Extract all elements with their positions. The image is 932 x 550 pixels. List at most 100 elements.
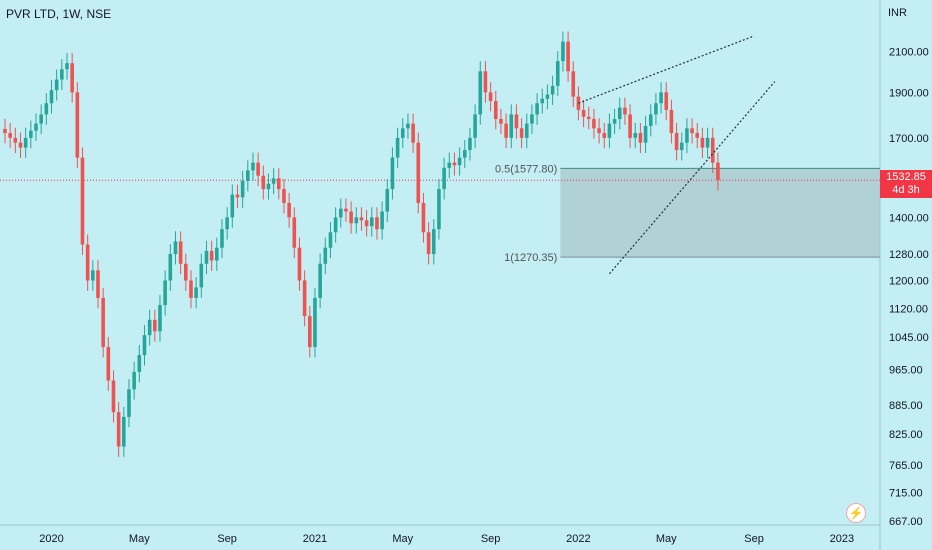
candle-body [648, 114, 653, 126]
candle-body [690, 128, 694, 134]
candle-body [194, 287, 198, 298]
candle [545, 84, 550, 110]
candle-body [369, 217, 374, 227]
x-tick-label: Sep [744, 533, 764, 545]
candle [328, 222, 333, 259]
candle [251, 152, 255, 181]
candle [246, 160, 250, 192]
candle [586, 106, 591, 130]
candle [406, 113, 410, 139]
candle [431, 219, 436, 265]
candle [561, 31, 565, 72]
candle [49, 80, 54, 114]
candle-body [545, 94, 550, 99]
candle-body [127, 389, 131, 417]
candle [153, 309, 157, 342]
x-tick-label: May [392, 533, 413, 545]
candle [349, 201, 353, 234]
candle-body [220, 229, 224, 248]
candle [581, 99, 586, 128]
candle [669, 99, 674, 144]
candle [204, 240, 209, 275]
x-tick-label: Sep [481, 533, 501, 545]
candle-body [571, 71, 576, 97]
candle-body [189, 280, 193, 298]
candle-body [85, 244, 90, 281]
candle [184, 253, 188, 291]
candle-body [287, 202, 291, 218]
candle-body [18, 142, 23, 148]
price-axis-panel [880, 0, 932, 550]
candle-body [643, 125, 648, 143]
y-tick-label: 1400.00 [889, 212, 929, 224]
candle-body [142, 335, 147, 356]
candle [555, 51, 560, 97]
candle [70, 53, 74, 103]
candle-body [60, 69, 64, 80]
candle [39, 104, 43, 135]
candle-body [349, 211, 353, 224]
candle [132, 361, 136, 400]
candle-body [426, 232, 431, 255]
candle [266, 173, 271, 200]
candle [282, 178, 286, 214]
candle-body [623, 107, 627, 115]
candle-body [447, 162, 452, 168]
candle-body [230, 194, 235, 218]
y-tick-label: 965.00 [889, 365, 923, 377]
candle-body [462, 150, 467, 158]
y-tick-label: 885.00 [889, 400, 923, 412]
candle [256, 152, 260, 187]
candle [488, 82, 493, 112]
y-tick-label: 1045.00 [889, 332, 929, 344]
candle [700, 127, 705, 158]
candle [571, 61, 576, 108]
candle-body [530, 114, 534, 124]
candle [607, 113, 612, 149]
candle [178, 231, 183, 275]
tradingview-logo-icon[interactable]: ⚡ [846, 503, 866, 523]
candle-body [499, 119, 503, 124]
candle [225, 207, 229, 240]
candle [535, 93, 539, 125]
candle-body [338, 208, 343, 218]
candle-body [39, 114, 43, 124]
candle [597, 118, 601, 144]
candle [199, 253, 204, 298]
candle-body [566, 41, 570, 72]
y-tick-label: 2100.00 [889, 46, 929, 58]
candle-body [173, 241, 178, 255]
candle [437, 178, 441, 240]
candle-body [581, 109, 586, 117]
candle-body [178, 241, 183, 264]
y-tick-label: 765.00 [889, 460, 923, 472]
candle [478, 61, 483, 125]
candle [215, 237, 219, 271]
candle-body [54, 79, 59, 91]
candle-body [607, 123, 612, 138]
candle [297, 237, 302, 291]
candle-body [215, 247, 219, 261]
candle [566, 31, 570, 82]
candle [354, 207, 359, 234]
last-price-badge: 1532.85 4d 3h [880, 170, 932, 198]
candle-body [49, 90, 54, 104]
candle [29, 120, 33, 149]
x-tick-label: May [129, 533, 150, 545]
candle [380, 201, 384, 240]
candle-body [395, 137, 400, 158]
candle [519, 118, 524, 149]
candle [654, 93, 658, 125]
trendline-upper [578, 35, 755, 104]
candle [416, 132, 421, 214]
candle [338, 198, 343, 228]
candle-body [385, 189, 390, 212]
candle-body [669, 109, 674, 134]
candle-body [359, 217, 364, 221]
candle-body [695, 133, 700, 138]
candle-body [716, 162, 720, 181]
x-tick-label: 2020 [39, 533, 63, 545]
candle [375, 207, 379, 240]
